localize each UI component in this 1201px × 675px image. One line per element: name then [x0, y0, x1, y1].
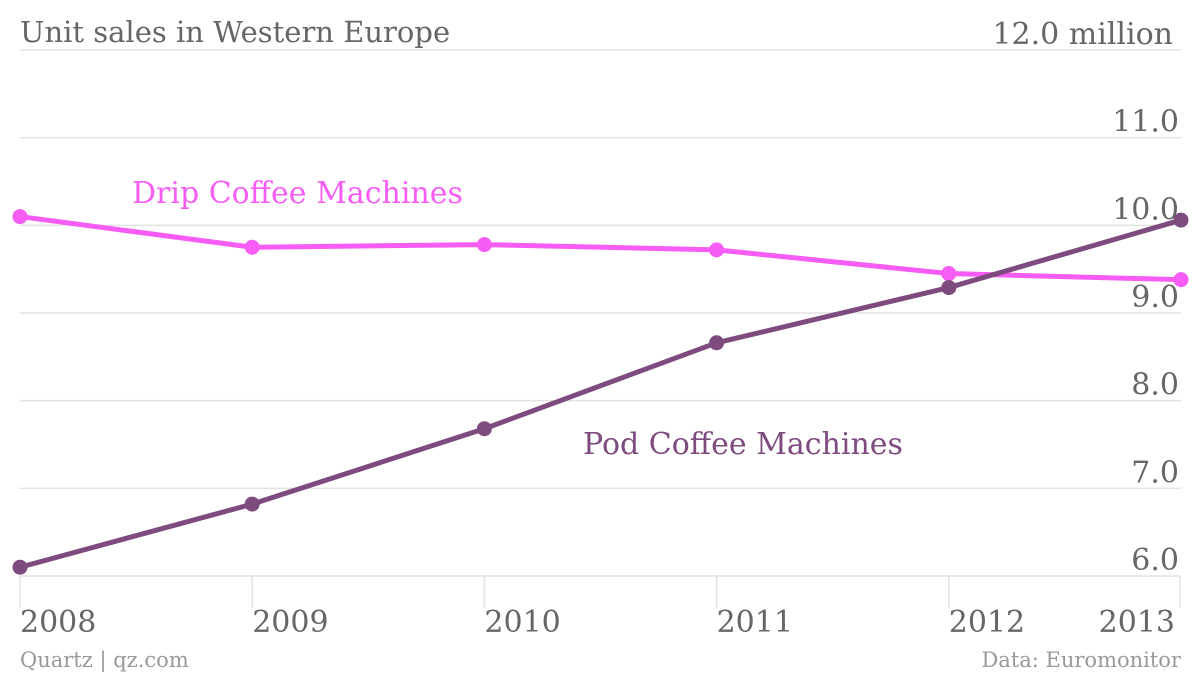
x-tick-label: 2013 [1099, 605, 1175, 640]
y-tick-label: 11.0 [1112, 105, 1179, 140]
chart-title: Unit sales in Western Europe [20, 15, 450, 49]
series-label-drip: Drip Coffee Machines [132, 176, 463, 211]
y-tick-label-top: 12.0 million [992, 17, 1173, 52]
x-tick-marks [19, 576, 1181, 608]
y-tick-label: 9.0 [1131, 280, 1179, 315]
series-lines [17, 214, 1184, 570]
series-labels: Drip Coffee Machines Pod Coffee Machines [132, 176, 903, 462]
data-point-pod [244, 496, 260, 512]
y-tick-label: 7.0 [1131, 455, 1179, 490]
series-line-pod [17, 217, 1184, 570]
data-point-pod [476, 421, 492, 437]
source-text: Data: Euromonitor [981, 648, 1181, 672]
series-label-pod: Pod Coffee Machines [583, 427, 903, 462]
x-tick-label: 2010 [484, 605, 560, 640]
series-points [12, 209, 1189, 575]
data-point-drip [244, 239, 260, 255]
data-point-pod [709, 335, 725, 351]
data-point-pod [1173, 212, 1189, 228]
credit-text: Quartz | qz.com [20, 648, 189, 673]
data-point-pod [12, 559, 28, 575]
data-point-pod [941, 280, 957, 296]
data-point-drip [476, 237, 492, 253]
y-tick-label: 8.0 [1131, 368, 1179, 403]
y-tick-label: 6.0 [1131, 543, 1179, 578]
grid-lines [20, 49, 1181, 577]
data-point-drip [941, 266, 957, 282]
y-tick-labels: 6.07.08.09.010.011.012.0 million [992, 17, 1179, 578]
data-point-drip [709, 242, 725, 258]
x-tick-labels: 2008 2009 2010 2011 2012 2013 [20, 605, 1175, 640]
x-tick-label: 2012 [949, 605, 1025, 640]
x-tick-label: 2009 [252, 605, 328, 640]
data-point-drip [1173, 272, 1189, 288]
data-point-drip [12, 209, 28, 225]
x-tick-label: 2008 [20, 605, 96, 640]
x-tick-label: 2011 [717, 605, 793, 640]
